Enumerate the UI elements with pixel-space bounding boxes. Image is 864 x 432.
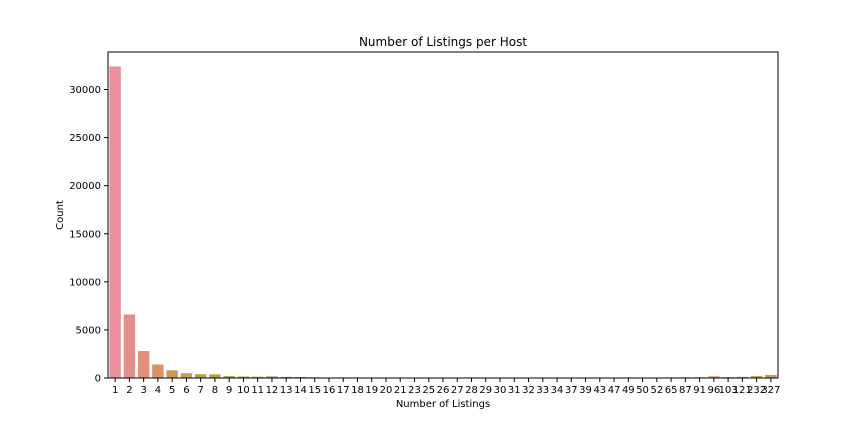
y-tick-label: 25000	[69, 133, 101, 144]
x-tick-label: 121	[733, 385, 752, 396]
plot-frame	[107, 51, 779, 379]
x-tick-label: 3	[140, 385, 146, 396]
x-tick-label: 37	[565, 385, 578, 396]
y-tick-label: 15000	[69, 229, 101, 240]
x-tick-label: 8	[212, 385, 218, 396]
bar-9	[223, 376, 235, 378]
x-tick-label: 47	[608, 385, 621, 396]
bar-12	[266, 376, 278, 378]
x-tick-label: 12	[266, 385, 279, 396]
chart-title: Number of Listings per Host	[359, 35, 527, 49]
x-tick-label: 2	[126, 385, 132, 396]
x-tick-label: 26	[437, 385, 450, 396]
bar-8	[209, 374, 221, 378]
x-tick-label: 19	[365, 385, 378, 396]
x-tick-label: 65	[665, 385, 678, 396]
x-tick-label: 32	[522, 385, 535, 396]
x-tick-label: 39	[579, 385, 592, 396]
x-tick-label: 17	[337, 385, 350, 396]
x-tick-label: 9	[226, 385, 232, 396]
x-tick-label: 34	[551, 385, 564, 396]
bar-10	[237, 376, 250, 378]
bar-13	[280, 376, 292, 378]
x-tick-label: 7	[197, 385, 203, 396]
bar-232	[750, 375, 763, 378]
x-tick-label: 4	[155, 385, 161, 396]
x-tick-label: 5	[169, 385, 175, 396]
x-tick-label: 87	[679, 385, 692, 396]
x-tick-label: 6	[183, 385, 189, 396]
bar-121	[736, 376, 749, 378]
x-tick-label: 52	[650, 385, 663, 396]
bar-5	[166, 370, 178, 378]
x-tick-label: 29	[479, 385, 492, 396]
x-tick-label: 15	[308, 385, 321, 396]
y-tick-label: 0	[95, 374, 101, 385]
y-tick-label: 5000	[76, 325, 101, 336]
x-tick-label: 21	[394, 385, 407, 396]
x-tick-label: 43	[593, 385, 606, 396]
x-tick-label: 27	[451, 385, 464, 396]
x-tick-label: 1	[112, 385, 118, 396]
x-tick-label: 20	[380, 385, 393, 396]
y-tick-label: 20000	[69, 181, 101, 192]
x-tick-label: 14	[294, 385, 307, 396]
bar-1	[109, 66, 121, 379]
x-tick-label: 49	[622, 385, 635, 396]
x-tick-label: 30	[494, 385, 507, 396]
x-tick-label: 232	[747, 385, 766, 396]
x-tick-label: 327	[761, 385, 780, 396]
bar-7	[194, 374, 207, 378]
bar-327	[765, 374, 777, 378]
x-tick-label: 13	[280, 385, 293, 396]
bar-6	[180, 373, 193, 378]
x-tick-label: 33	[536, 385, 549, 396]
bar-3	[137, 351, 150, 378]
x-tick-label: 103	[719, 385, 738, 396]
x-tick-label: 23	[408, 385, 421, 396]
x-tick-label: 10	[237, 385, 250, 396]
y-tick-label: 10000	[69, 277, 101, 288]
x-tick-label: 91	[693, 385, 706, 396]
x-tick-label: 31	[508, 385, 521, 396]
bar-96	[708, 376, 720, 378]
x-axis-label: Number of Listings	[396, 399, 490, 410]
x-tick-label: 16	[323, 385, 336, 396]
bar-4	[152, 364, 164, 378]
y-tick-label: 30000	[69, 85, 101, 96]
bar-2	[123, 314, 136, 378]
x-tick-label: 50	[636, 385, 649, 396]
x-tick-label: 96	[707, 385, 720, 396]
y-axis-label: Count	[55, 200, 66, 230]
x-tick-label: 25	[422, 385, 435, 396]
bar-11	[251, 376, 264, 378]
x-tick-label: 18	[351, 385, 364, 396]
x-tick-label: 11	[251, 385, 264, 396]
x-tick-label: 28	[465, 385, 478, 396]
